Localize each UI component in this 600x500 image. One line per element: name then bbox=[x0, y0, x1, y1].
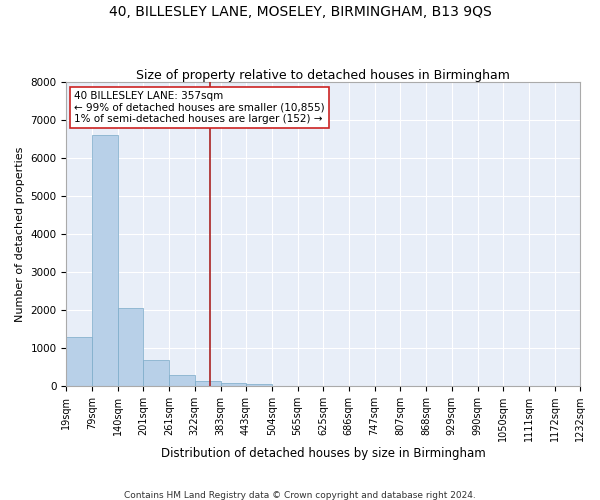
Y-axis label: Number of detached properties: Number of detached properties bbox=[15, 146, 25, 322]
Text: 40, BILLESLEY LANE, MOSELEY, BIRMINGHAM, B13 9QS: 40, BILLESLEY LANE, MOSELEY, BIRMINGHAM,… bbox=[109, 5, 491, 19]
Bar bbox=[246, 384, 272, 386]
X-axis label: Distribution of detached houses by size in Birmingham: Distribution of detached houses by size … bbox=[161, 447, 485, 460]
Text: Contains HM Land Registry data © Crown copyright and database right 2024.: Contains HM Land Registry data © Crown c… bbox=[124, 490, 476, 500]
Bar bbox=[143, 360, 169, 386]
Text: 40 BILLESLEY LANE: 357sqm
← 99% of detached houses are smaller (10,855)
1% of se: 40 BILLESLEY LANE: 357sqm ← 99% of detac… bbox=[74, 91, 325, 124]
Bar bbox=[169, 375, 194, 386]
Bar bbox=[118, 308, 143, 386]
Bar bbox=[92, 135, 118, 386]
Bar bbox=[67, 337, 92, 386]
Bar bbox=[194, 380, 221, 386]
Bar bbox=[221, 383, 247, 386]
Title: Size of property relative to detached houses in Birmingham: Size of property relative to detached ho… bbox=[136, 69, 510, 82]
